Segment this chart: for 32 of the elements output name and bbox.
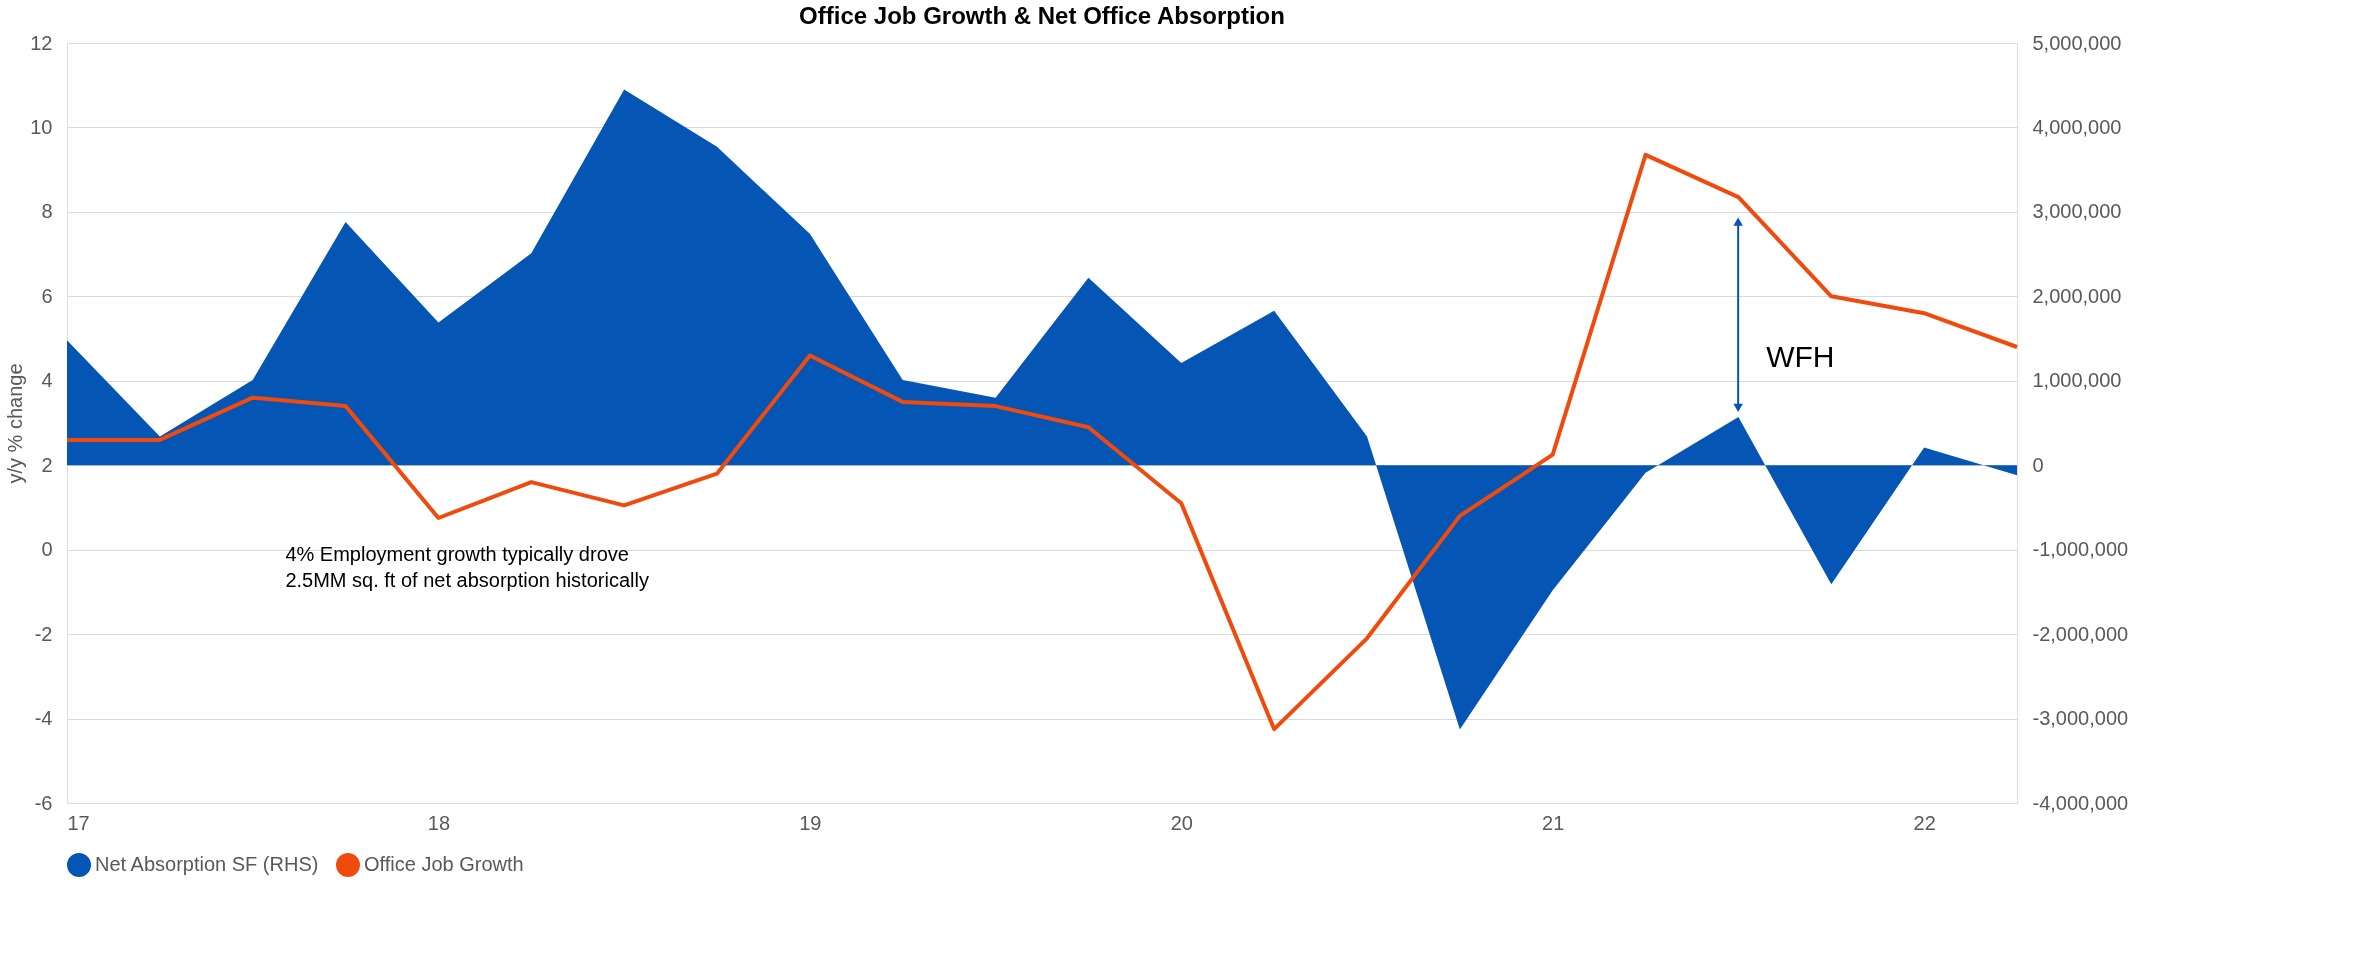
x-tick-label: 18 — [427, 811, 451, 834]
y2-tick-label: 3,000,000 — [2032, 200, 2122, 223]
y2-tick-label: 4,000,000 — [2032, 115, 2122, 138]
y2-tick-label: 1,000,000 — [2032, 369, 2122, 392]
y2-tick-label: -1,000,000 — [2032, 538, 2129, 561]
chart-title: Office Job Growth & Net Office Absorption — [799, 2, 1285, 29]
y-tick-label: 12 — [30, 31, 53, 54]
annotation: 4% Employment growth typically drove 2.5MM sq. ft of net absorption historically — [285, 542, 649, 591]
x-tick-label: 22 — [1913, 811, 1936, 834]
y2-tick-label: 5,000,000 — [2032, 31, 2122, 54]
y-axis-title: y/y % change — [4, 363, 27, 484]
y2-tick-label: 0 — [2032, 453, 2044, 476]
y-tick-label: 10 — [30, 115, 53, 138]
y2-tick-label: -2,000,000 — [2032, 622, 2129, 645]
x-tick-label: 17 — [67, 811, 90, 834]
legend-label: Net Absorption SF (RHS) — [95, 853, 319, 875]
y-tick-label: 4 — [41, 369, 53, 392]
y-tick-label: -2 — [34, 622, 53, 645]
x-tick-label: 19 — [799, 811, 822, 834]
x-tick-label: 21 — [1542, 811, 1565, 834]
y-tick-label: 0 — [41, 538, 53, 561]
y2-tick-label: 2,000,000 — [2032, 284, 2122, 307]
legend-label: Office Job Growth — [364, 853, 524, 875]
y2-tick-label: -3,000,000 — [2032, 707, 2129, 730]
y2-tick-label: -4,000,000 — [2032, 791, 2129, 814]
y-tick-label: -6 — [34, 791, 53, 814]
y-tick-label: 8 — [41, 200, 53, 223]
x-tick-label: 20 — [1170, 811, 1193, 834]
y-tick-label: 6 — [41, 284, 53, 307]
annotation: WFH — [1766, 340, 1835, 374]
y-tick-label: -4 — [34, 707, 53, 730]
y-tick-label: 2 — [41, 453, 53, 476]
